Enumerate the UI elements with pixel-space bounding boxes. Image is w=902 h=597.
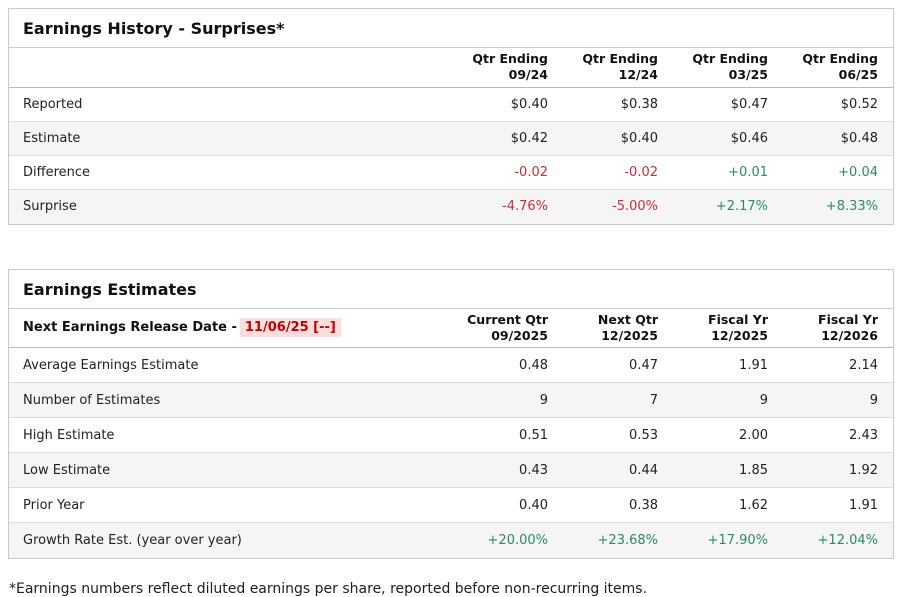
column-header-qtr-1224: Qtr Ending 12/24 <box>582 51 658 83</box>
cell-value: 9 <box>759 392 768 408</box>
earnings-history-table: Earnings History - Surprises* Qtr Ending… <box>8 8 894 225</box>
table-row-growth-rate-est: Growth Rate Est. (year over year) +20.00… <box>9 523 893 558</box>
cell-value: 0.53 <box>629 427 658 443</box>
cell-value: +0.01 <box>728 164 768 180</box>
cell-value: $0.40 <box>510 96 548 112</box>
column-header-next-qtr: Next Qtr 12/2025 <box>597 311 658 343</box>
row-label: Difference <box>23 164 91 180</box>
earnings-history-title: Earnings History - Surprises* <box>9 9 893 48</box>
table-row-number-of-estimates: Number of Estimates 9 7 9 9 <box>9 383 893 418</box>
cell-value: +8.33% <box>825 199 878 214</box>
column-header-fiscal-yr-2025: Fiscal Yr 12/2025 <box>708 311 768 343</box>
table-gap <box>8 225 894 269</box>
cell-value: 0.44 <box>629 462 658 478</box>
cell-value: $0.46 <box>730 130 768 146</box>
cell-value: +23.68% <box>597 533 658 548</box>
row-label: Estimate <box>23 130 81 146</box>
cell-value: +17.90% <box>707 533 768 548</box>
cell-value: 7 <box>649 392 658 408</box>
column-header-fiscal-yr-2026: Fiscal Yr 12/2026 <box>818 311 878 343</box>
cell-value: 2.00 <box>739 427 768 443</box>
row-label: Reported <box>23 96 83 112</box>
cell-value: -0.02 <box>514 164 548 180</box>
row-label: Prior Year <box>23 497 85 513</box>
cell-value: -4.76% <box>502 199 548 214</box>
column-header-qtr-0625: Qtr Ending 06/25 <box>802 51 878 83</box>
earnings-estimates-header-row: Next Earnings Release Date -11/06/25 [--… <box>9 308 893 348</box>
cell-value: $0.48 <box>840 130 878 146</box>
table-row-average-earnings-estimate: Average Earnings Estimate 0.48 0.47 1.91… <box>9 348 893 383</box>
earnings-estimates-title: Earnings Estimates <box>9 269 893 309</box>
next-earnings-release: Next Earnings Release Date -11/06/25 [--… <box>9 318 453 338</box>
cell-value: 1.62 <box>739 497 768 513</box>
column-header-qtr-0325: Qtr Ending 03/25 <box>692 51 768 83</box>
cell-value: $0.47 <box>730 96 768 112</box>
cell-value: 1.92 <box>849 462 878 478</box>
cell-value: 2.14 <box>849 357 878 373</box>
row-label: Growth Rate Est. (year over year) <box>23 533 242 548</box>
table-row-reported: Reported $0.40 $0.38 $0.47 $0.52 <box>9 87 893 122</box>
cell-value: 1.85 <box>739 462 768 478</box>
cell-value: +20.00% <box>487 533 548 548</box>
cell-value: $0.38 <box>620 96 658 112</box>
column-header-current-qtr: Current Qtr 09/2025 <box>467 311 548 343</box>
cell-value: $0.52 <box>840 96 878 112</box>
cell-value: -5.00% <box>612 199 658 214</box>
table-row-prior-year: Prior Year 0.40 0.38 1.62 1.91 <box>9 488 893 523</box>
cell-value: 0.43 <box>519 462 548 478</box>
table-row-low-estimate: Low Estimate 0.43 0.44 1.85 1.92 <box>9 453 893 488</box>
row-label: Number of Estimates <box>23 392 161 408</box>
table-row-surprise: Surprise -4.76% -5.00% +2.17% +8.33% <box>9 189 893 224</box>
cell-value: -0.02 <box>624 164 658 180</box>
cell-value: $0.42 <box>510 130 548 146</box>
release-date-value: 11/06/25 [--] <box>239 318 341 338</box>
earnings-footnote: *Earnings numbers reflect diluted earnin… <box>9 581 648 597</box>
cell-value: 0.40 <box>519 497 548 513</box>
column-header-qtr-0924: Qtr Ending 09/24 <box>472 51 548 83</box>
cell-value: $0.40 <box>620 130 658 146</box>
cell-value: 9 <box>539 392 548 408</box>
table-row-estimate: Estimate $0.42 $0.40 $0.46 $0.48 <box>9 121 893 156</box>
row-label: High Estimate <box>23 427 115 443</box>
release-date-label: Next Earnings Release Date - <box>23 320 237 336</box>
table-row-difference: Difference -0.02 -0.02 +0.01 +0.04 <box>9 155 893 190</box>
table-row-high-estimate: High Estimate 0.51 0.53 2.00 2.43 <box>9 418 893 453</box>
cell-value: 0.38 <box>629 497 658 513</box>
cell-value: 0.47 <box>629 357 658 373</box>
cell-value: 1.91 <box>849 497 878 513</box>
cell-value: +12.04% <box>817 533 878 548</box>
earnings-estimates-table: Earnings Estimates Next Earnings Release… <box>8 268 894 559</box>
cell-value: 0.48 <box>519 357 548 373</box>
cell-value: +0.04 <box>838 164 878 180</box>
cell-value: 0.51 <box>519 427 548 443</box>
cell-value: +2.17% <box>715 199 768 214</box>
cell-value: 2.43 <box>849 427 878 443</box>
cell-value: 1.91 <box>739 357 768 373</box>
earnings-history-header-row: Qtr Ending 09/24 Qtr Ending 12/24 Qtr En… <box>9 48 893 88</box>
row-label: Low Estimate <box>23 462 111 478</box>
cell-value: 9 <box>869 392 878 408</box>
row-label: Average Earnings Estimate <box>23 357 199 373</box>
row-label: Surprise <box>23 199 77 214</box>
